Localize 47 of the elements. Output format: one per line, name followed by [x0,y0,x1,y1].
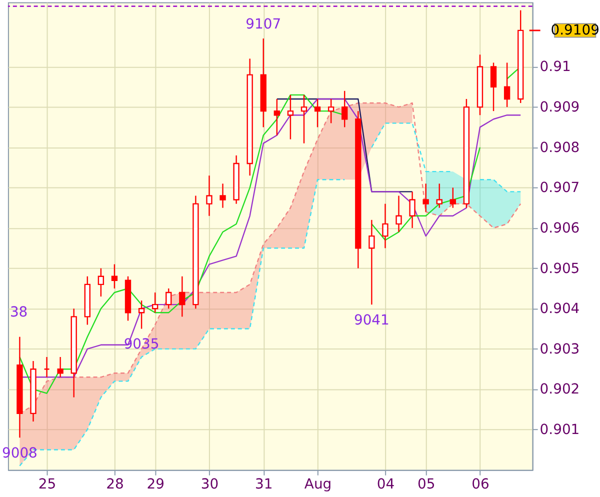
candlestick [504,62,510,108]
candlestick [220,183,226,208]
y-tick-label: 0.902 [540,382,580,398]
candlestick [57,356,64,378]
y-tick-label: 0.908 [540,140,580,156]
y-tick-label: 0.91 [540,59,571,76]
x-tick-label: 28 [106,476,124,492]
candlestick [342,90,348,128]
candlestick [368,219,375,306]
candlestick [382,203,388,249]
candlestick [409,191,416,229]
candlestick [490,62,497,112]
candlestick [179,276,186,318]
y-tick-label: 0.901 [540,422,580,438]
annotation: 9107 [246,16,282,33]
candlestick [422,183,429,212]
x-tick-label: 04 [376,476,395,492]
annotation: 38 [10,304,28,321]
candlestick [138,300,145,330]
y-tick-label: 0.905 [540,260,580,277]
y-tick-label: 0.909 [540,100,580,116]
y-tick-label: 0.907 [540,180,580,196]
candlestick [450,187,456,208]
candlestick [396,195,402,233]
y-tick-label: 0.903 [540,341,580,358]
candlestick [166,288,172,310]
y-tick-label: 0.906 [540,220,580,236]
candlestick [206,174,212,216]
candlestick [152,292,158,314]
y-tick-label: 0.904 [540,301,580,318]
x-tick-label: 30 [200,476,219,492]
candlestick [44,356,50,378]
candlestick [328,98,334,124]
x-tick-label: 06 [472,476,490,492]
x-tick-label: 05 [417,476,436,492]
candlestick [287,94,294,140]
candlestick [274,98,280,136]
candlestick [111,264,118,290]
candlestick [314,98,321,128]
candlestick [300,94,308,144]
x-tick-label: 31 [255,476,273,492]
annotation: 9041 [354,312,390,328]
x-tick-label: 25 [38,476,56,492]
candlestick [436,183,442,208]
x-tick-label: 29 [146,476,164,492]
x-tick-label: Aug [304,476,332,492]
candlestick [98,268,104,298]
